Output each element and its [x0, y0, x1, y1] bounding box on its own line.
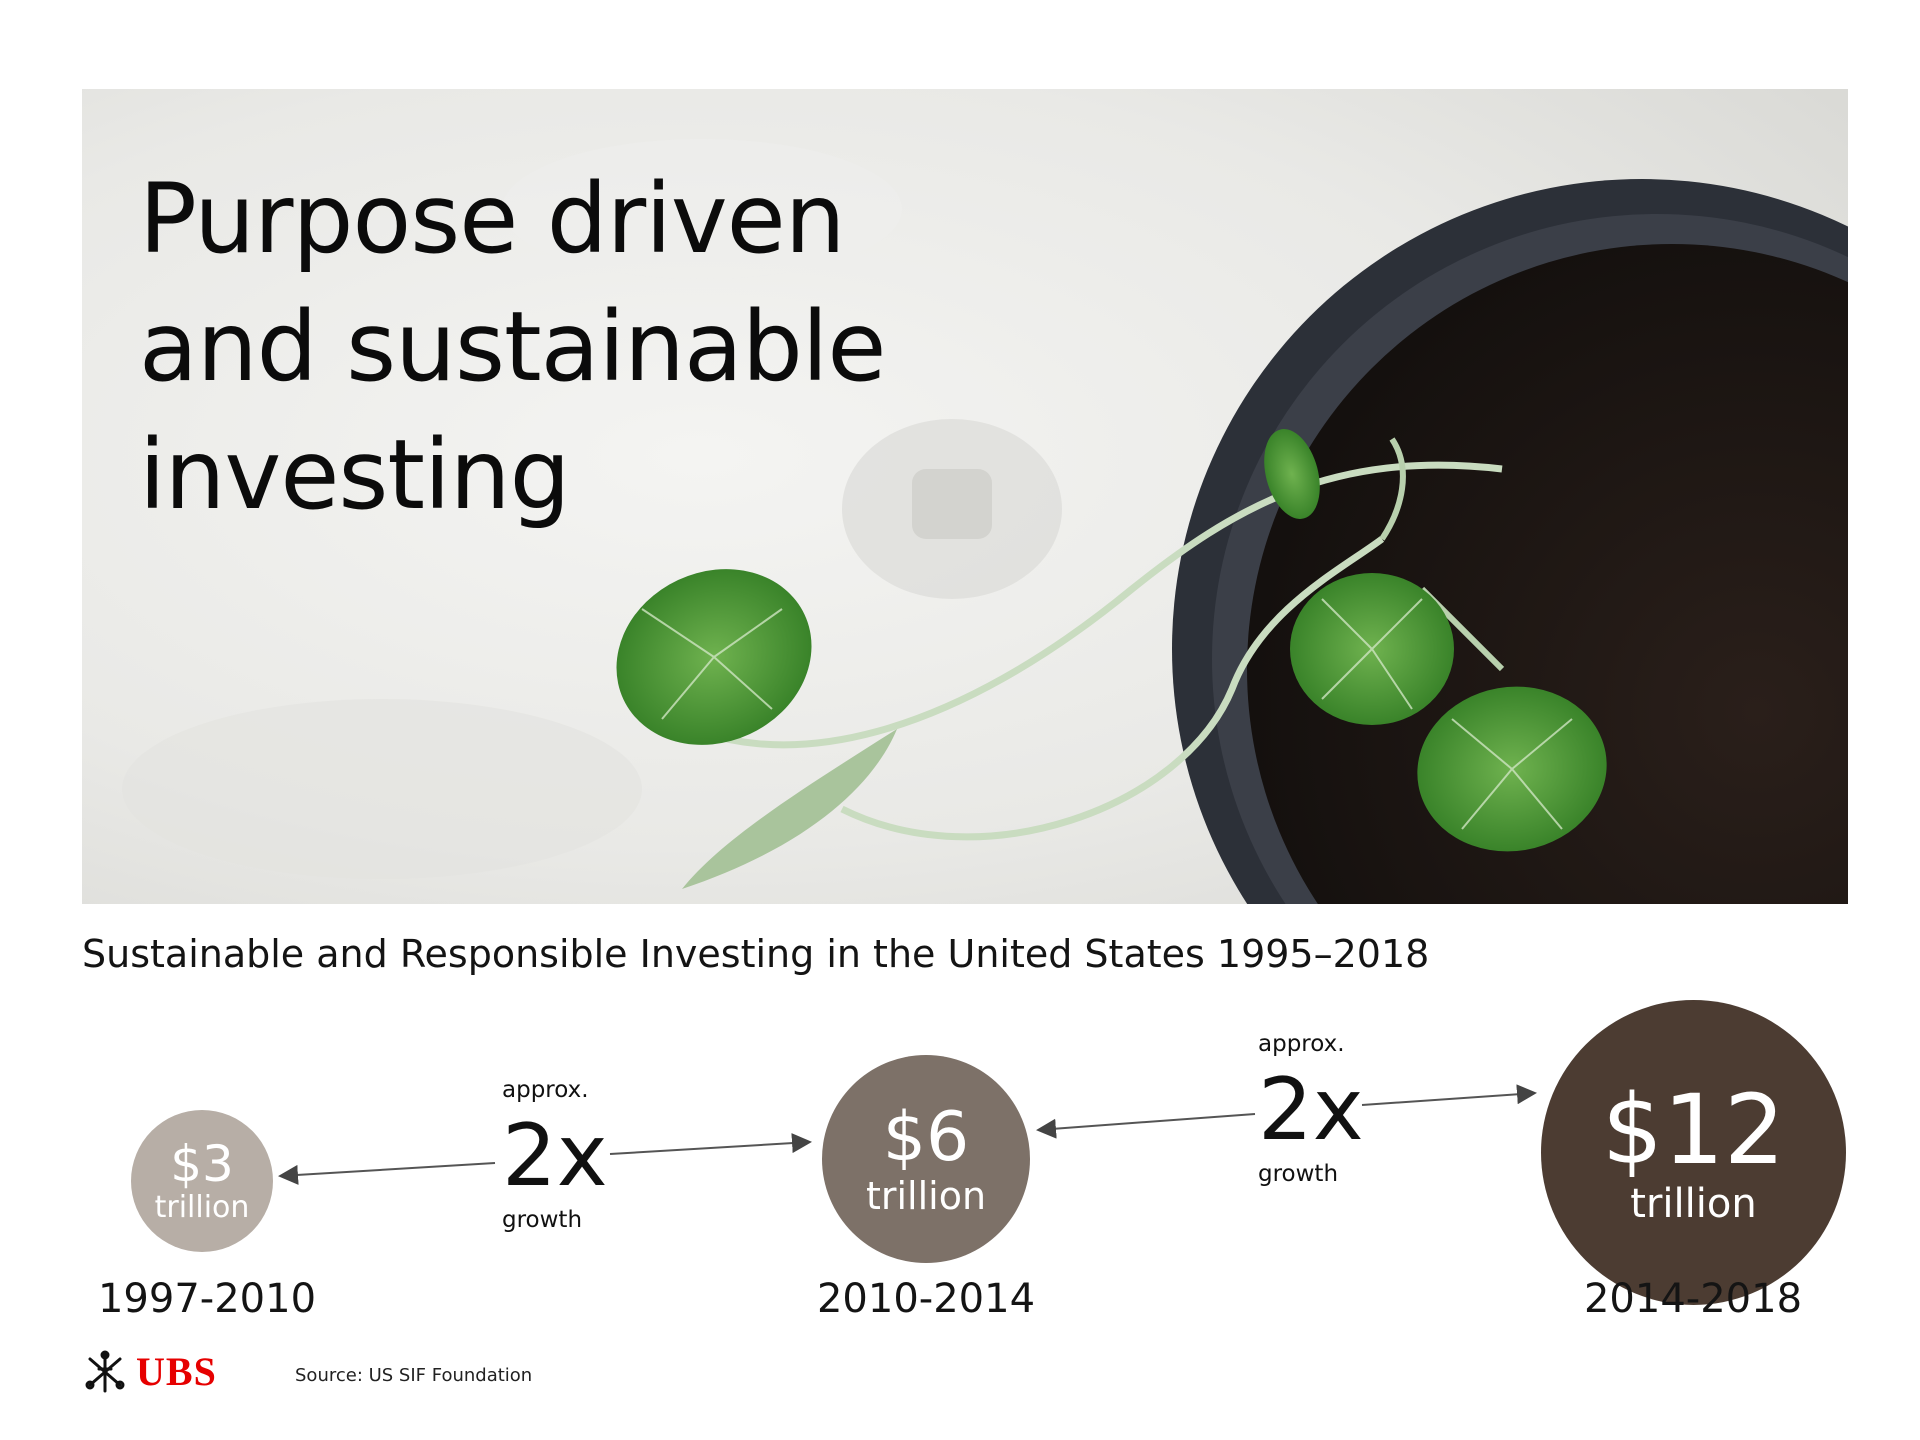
page-title: Purpose driven and sustainable investing: [139, 163, 886, 531]
growth-label-1: approx. 2x growth: [502, 1076, 608, 1234]
keys-icon: [85, 1350, 125, 1392]
unit-label: trillion: [154, 1190, 250, 1225]
arrow-to-12: [1361, 1084, 1537, 1106]
arrow-to-3: [278, 1162, 496, 1185]
chart-subtitle: Sustainable and Responsible Investing in…: [82, 932, 1430, 976]
logo-text: UBS: [136, 1349, 217, 1394]
growth-suffix: growth: [1258, 1161, 1339, 1187]
growth-prefix: approx.: [502, 1077, 589, 1103]
amount-label: $3: [170, 1135, 234, 1193]
circle-3-trillion: $3 trillion: [131, 1110, 273, 1252]
source-note: Source: US SIF Foundation: [295, 1365, 533, 1386]
growth-prefix: approx.: [1258, 1031, 1345, 1057]
amount-label: $12: [1601, 1073, 1786, 1186]
hero-photo: Purpose driven and sustainable investing: [82, 89, 1848, 904]
period-label-2: 2010-2014: [816, 1276, 1036, 1322]
unit-label: trillion: [865, 1174, 987, 1218]
period-label-3: 2014-2018: [1583, 1276, 1803, 1322]
arrow-to-6b: [1036, 1113, 1256, 1139]
timeline-arrows: [278, 1084, 1537, 1185]
circle-6-trillion: $6 trillion: [822, 1055, 1030, 1263]
ubs-logo: UBS: [82, 1348, 217, 1395]
growth-multiplier: 2x: [1258, 1060, 1364, 1160]
circle-12-trillion: $12 trillion: [1541, 1000, 1846, 1305]
growth-suffix: growth: [502, 1207, 583, 1233]
growth-timeline: $3 trillion $6 trillion $12 trillion app…: [0, 1000, 1920, 1340]
unit-label: trillion: [1630, 1180, 1757, 1227]
growth-multiplier: 2x: [502, 1106, 608, 1206]
arrow-to-6: [609, 1133, 812, 1155]
plant-pot-illustration: [82, 89, 1848, 904]
amount-label: $6: [882, 1098, 970, 1177]
period-label-1: 1997-2010: [97, 1276, 317, 1322]
growth-label-2: approx. 2x growth: [1258, 1030, 1364, 1188]
